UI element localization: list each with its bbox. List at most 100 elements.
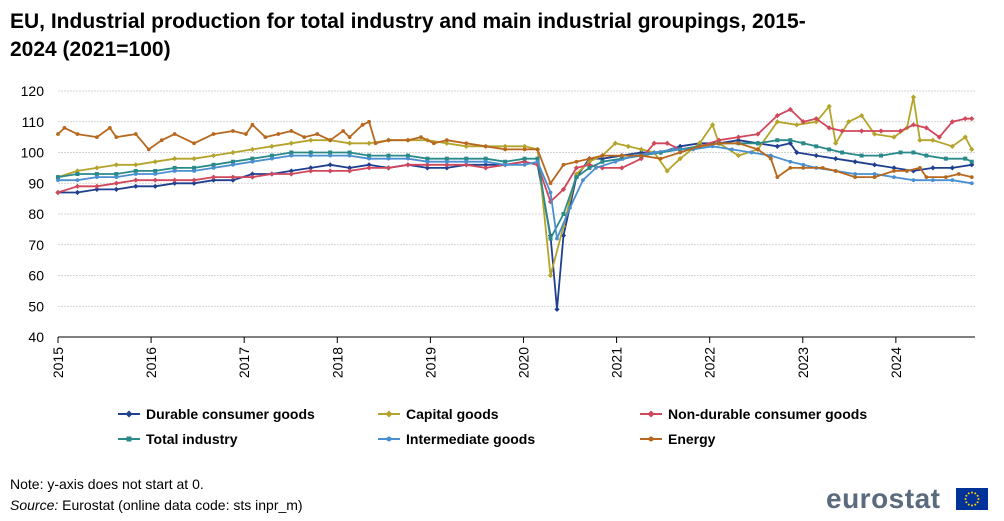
data-point: [133, 172, 138, 176]
data-point: [535, 159, 540, 164]
x-axis: 2015 2016 2017 2018 2019 2020 2021 2022 2023 2024: [50, 337, 904, 378]
data-point: [710, 144, 715, 149]
data-point: [503, 162, 508, 167]
data-point: [444, 162, 450, 168]
data-point: [826, 125, 832, 131]
data-point: [483, 162, 489, 168]
x-tick-label: 2018: [329, 347, 345, 378]
y-gridlines: [58, 90, 975, 338]
flag-star: [974, 503, 977, 506]
data-point: [341, 129, 346, 133]
data-point: [962, 134, 968, 140]
data-point: [425, 159, 430, 164]
data-point: [503, 159, 508, 164]
data-point: [548, 181, 553, 186]
data-point: [230, 159, 235, 164]
data-point: [231, 162, 235, 167]
legend-marker: [126, 436, 132, 442]
data-point: [308, 150, 313, 155]
y-tick-label: 70: [28, 237, 44, 253]
data-point: [192, 169, 196, 173]
data-point: [625, 143, 631, 149]
data-point: [347, 140, 353, 146]
data-point: [464, 141, 469, 146]
data-point: [146, 147, 151, 152]
x-tick-label: 2022: [702, 347, 718, 378]
data-point: [347, 150, 352, 155]
data-point: [555, 236, 559, 241]
data-point: [302, 135, 307, 140]
data-point: [152, 183, 158, 189]
data-point: [75, 178, 80, 183]
x-tick-label: 2019: [422, 347, 438, 378]
data-point: [94, 165, 100, 171]
data-point: [373, 141, 378, 146]
data-point: [677, 156, 683, 162]
data-point: [846, 119, 852, 125]
data-point: [483, 159, 488, 164]
data-point: [905, 169, 909, 173]
data-point: [639, 153, 644, 158]
data-point: [503, 147, 508, 152]
data-point: [943, 175, 948, 180]
data-point: [483, 165, 489, 171]
data-point: [386, 153, 391, 158]
legend-marker: [125, 410, 133, 418]
data-point: [936, 134, 942, 140]
data-point: [671, 147, 676, 152]
data-point: [813, 119, 819, 125]
x-tick-label: 2023: [795, 347, 811, 378]
data-point: [949, 119, 955, 125]
data-point: [444, 165, 450, 171]
data-point: [269, 153, 274, 158]
data-point: [288, 171, 294, 177]
data-point: [820, 165, 825, 170]
data-point: [172, 165, 177, 170]
data-point: [730, 147, 734, 152]
data-point: [94, 186, 100, 192]
data-point: [768, 156, 773, 161]
data-point: [969, 116, 975, 122]
data-point: [463, 162, 469, 168]
data-point: [568, 205, 572, 210]
data-point: [969, 159, 974, 164]
y-tick-label: 50: [28, 298, 44, 314]
data-point: [522, 162, 527, 167]
data-point: [249, 174, 256, 180]
data-point: [172, 180, 178, 186]
data-point: [717, 141, 721, 146]
data-point: [619, 153, 624, 158]
data-point: [962, 116, 968, 122]
data-point: [800, 119, 806, 125]
data-point: [444, 159, 449, 164]
data-point: [619, 165, 625, 171]
data-point: [840, 150, 845, 155]
data-point: [768, 153, 773, 158]
data-point: [775, 138, 780, 143]
data-point: [464, 156, 469, 161]
data-point: [431, 141, 436, 146]
data-point: [464, 159, 469, 164]
data-point: [152, 177, 158, 183]
data-point: [736, 141, 741, 146]
data-point: [269, 143, 275, 149]
data-point: [288, 140, 294, 146]
data-point: [230, 149, 236, 156]
data-point: [949, 165, 955, 171]
y-tick-label: 60: [28, 268, 44, 284]
data-point: [74, 183, 81, 189]
data-point: [560, 186, 567, 192]
data-point: [74, 168, 81, 174]
y-tick-label: 80: [28, 206, 44, 222]
data-point: [211, 132, 216, 136]
data-point: [930, 165, 936, 171]
data-point: [853, 172, 858, 176]
data-point: [613, 159, 618, 164]
data-point: [561, 212, 566, 216]
data-point: [192, 165, 197, 170]
chart-title: EU, Industrial production for total indu…: [10, 10, 806, 61]
data-point: [172, 132, 177, 136]
data-point: [930, 178, 935, 183]
series-non-durable-consumer-goods: [55, 106, 975, 205]
